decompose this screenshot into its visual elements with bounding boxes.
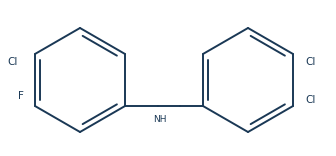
Text: Cl: Cl: [8, 57, 18, 67]
Text: NH: NH: [153, 115, 167, 124]
Text: Cl: Cl: [306, 95, 316, 105]
Text: F: F: [18, 91, 24, 101]
Text: Cl: Cl: [306, 57, 316, 67]
